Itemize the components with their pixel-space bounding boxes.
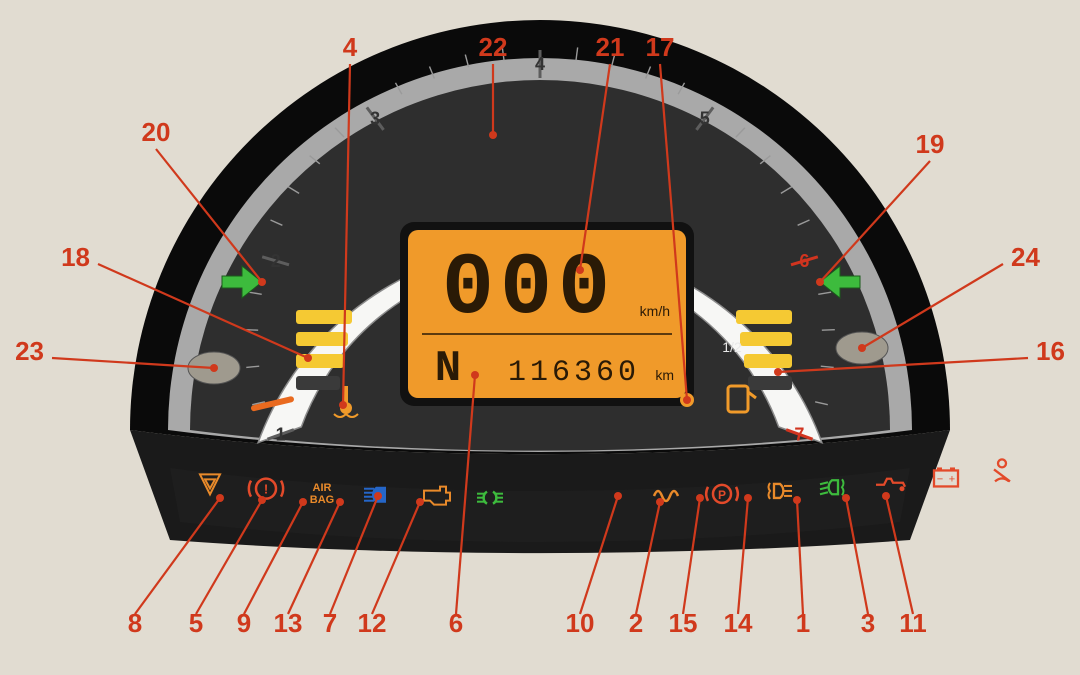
callout-dot xyxy=(793,496,801,504)
callout-number: 6 xyxy=(449,608,463,638)
callout-dot xyxy=(576,266,584,274)
callout-dot xyxy=(656,498,664,506)
callout-dot xyxy=(336,498,344,506)
callout-dot xyxy=(683,396,691,404)
callout-number: 21 xyxy=(596,32,625,62)
gauge-bar xyxy=(296,332,348,346)
callout-number: 20 xyxy=(142,117,171,147)
gauge-bar xyxy=(744,354,792,368)
callout-dot xyxy=(299,498,307,506)
callout-number: 4 xyxy=(343,32,358,62)
callout-number: 8 xyxy=(128,608,142,638)
airbag-warning-icon: AIRBAG xyxy=(310,482,334,506)
svg-text:−: − xyxy=(937,473,943,485)
svg-text:7: 7 xyxy=(794,424,804,444)
callout-number: 22 xyxy=(479,32,508,62)
svg-text:3: 3 xyxy=(370,109,380,129)
callout-dot xyxy=(774,368,782,376)
svg-text:AIR: AIR xyxy=(313,482,332,494)
callout-dot xyxy=(416,498,424,506)
callout-dot xyxy=(696,494,704,502)
callout-number: 17 xyxy=(646,32,675,62)
odometer-value: 116360 xyxy=(508,356,640,390)
callout-number: 5 xyxy=(189,608,203,638)
callout-number: 3 xyxy=(861,608,875,638)
svg-text:1: 1 xyxy=(276,424,286,444)
svg-text:+: + xyxy=(949,473,955,485)
callout-number: 7 xyxy=(323,608,337,638)
callout-dot xyxy=(858,344,866,352)
callout-dot xyxy=(614,492,622,500)
callout-dot xyxy=(304,354,312,362)
gauge-bar xyxy=(736,310,792,324)
callout-dot xyxy=(882,492,890,500)
svg-text:2: 2 xyxy=(271,251,281,271)
callout-number: 15 xyxy=(669,608,698,638)
svg-text:!: ! xyxy=(264,482,268,497)
callout-dot xyxy=(842,494,850,502)
callout-number: 23 xyxy=(15,336,44,366)
gauge-bar xyxy=(296,310,352,324)
callout-number: 24 xyxy=(1011,242,1040,272)
callout-number: 19 xyxy=(916,129,945,159)
speed-value: 000 xyxy=(442,241,616,339)
callout-dot xyxy=(210,364,218,372)
callout-number: 16 xyxy=(1036,336,1065,366)
odometer-unit: km xyxy=(655,367,674,383)
callout-dot xyxy=(471,371,479,379)
callout-number: 9 xyxy=(237,608,251,638)
callout-dot xyxy=(258,278,266,286)
fuel-half-label: 1/2 xyxy=(722,339,742,355)
svg-text:5: 5 xyxy=(700,109,710,129)
callout-dot xyxy=(258,496,266,504)
callout-number: 11 xyxy=(899,608,927,638)
gauge-bar xyxy=(748,376,792,390)
callout-dot xyxy=(744,494,752,502)
callout-number: 10 xyxy=(566,608,595,638)
callout-number: 12 xyxy=(358,608,387,638)
gear-indicator: N xyxy=(435,344,461,394)
svg-text:BAG: BAG xyxy=(310,494,334,506)
speed-unit: km/h xyxy=(640,303,670,319)
callout-dot xyxy=(339,401,347,409)
callout-number: 14 xyxy=(724,608,753,638)
callout-number: 13 xyxy=(274,608,303,638)
svg-text:P: P xyxy=(718,488,726,502)
callout-number: 18 xyxy=(61,242,90,272)
callout-number: 1 xyxy=(796,608,810,638)
callout-number: 2 xyxy=(629,608,643,638)
callout-dot xyxy=(489,131,497,139)
dashboard-figure: 1234567000km/hN116360km1/2!AIRBAGP−+4222… xyxy=(0,0,1080,675)
callout-dot xyxy=(374,492,382,500)
callout-dot xyxy=(816,278,824,286)
callout-dot xyxy=(216,494,224,502)
gauge-bar xyxy=(296,376,340,390)
gauge-bar xyxy=(740,332,792,346)
svg-text:6: 6 xyxy=(799,251,809,271)
svg-text:4: 4 xyxy=(535,54,545,74)
